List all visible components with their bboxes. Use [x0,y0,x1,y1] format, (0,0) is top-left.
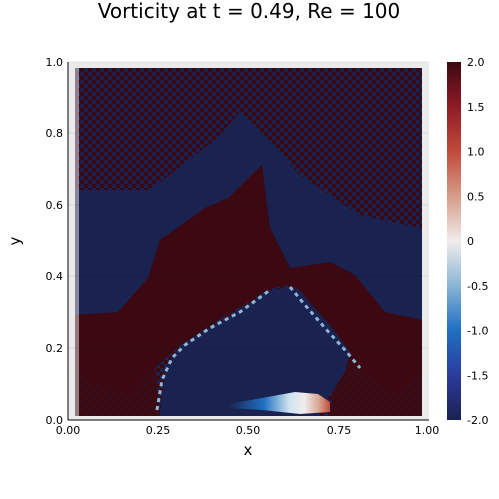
colorbar [447,62,461,420]
colorbar-tick-label: -2.0 [467,414,488,427]
heatmap [75,68,422,416]
y-ticks: 0.0 0.2 0.4 0.6 0.8 1.0 [46,56,64,427]
y-tick-label: 1.0 [46,56,64,69]
x-tick-label: 0.25 [146,424,171,437]
lower-right-region [330,340,422,416]
colorbar-tick-label: 1.0 [467,146,485,159]
x-tick-label: 0.00 [56,424,81,437]
x-ticks: 0.00 0.25 0.50 0.75 1.00 [56,424,440,437]
shear-layer-left [155,288,271,411]
y-tick-label: 0.4 [46,270,64,283]
shear-layer-right [288,286,362,369]
positive-band-region [75,165,422,395]
left-edge-strip [75,68,79,416]
lower-mixed-region [75,368,160,416]
bottom-jet [228,392,330,414]
y-tick-label: 0.0 [46,414,64,427]
colorbar-tick-label: 2.0 [467,56,485,69]
negative-core-region [160,287,350,416]
negative-wedge-region [75,112,422,320]
colorbar-tick-label: 0 [467,235,474,248]
y-tick-label: 0.8 [46,127,64,140]
y-tick-label: 0.6 [46,199,64,212]
colorbar-tick-label: 1.5 [467,101,485,114]
x-tick-label: 0.75 [327,424,352,437]
chart-title: Vorticity at t = 0.49, Re = 100 [98,0,401,23]
y-tick-label: 0.2 [46,342,64,355]
colorbar-tick-label: 0.5 [467,190,485,203]
colorbar-ticks: 2.0 1.5 1.0 0.5 0 -0.5 -1.0 -1.5 -2.0 [467,56,488,427]
colorbar-tick-label: -0.5 [467,280,488,293]
colorbar-tick-label: -1.5 [467,369,488,382]
x-axis-label: x [244,441,253,459]
x-tick-label: 1.00 [415,424,440,437]
colorbar-tick-label: -1.0 [467,325,488,338]
x-tick-label: 0.50 [236,424,261,437]
y-axis-label: y [6,236,24,245]
